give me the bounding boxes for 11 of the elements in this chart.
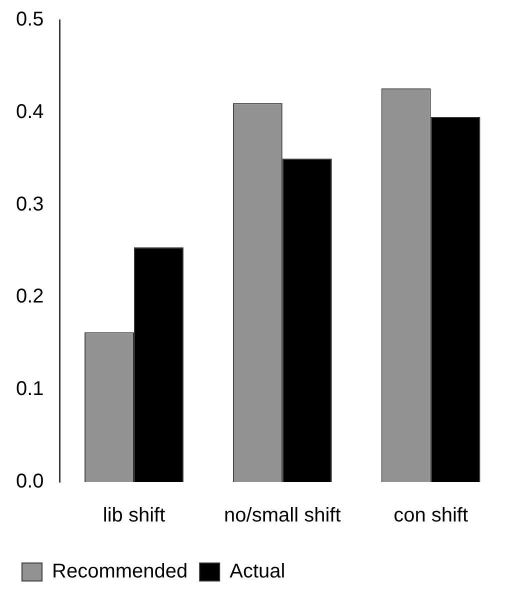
legend-label: Actual — [230, 560, 286, 583]
x-tick-label: no/small shift — [224, 504, 342, 527]
x-tick-label: con shift — [394, 504, 468, 527]
y-tick-label: 0.1 — [16, 378, 44, 400]
legend-label: Recommended — [52, 560, 188, 583]
y-tick-label: 0.3 — [16, 193, 44, 216]
y-tick-label: 0.0 — [16, 470, 44, 493]
y-tick-label: 0.5 — [16, 8, 44, 31]
y-tick-label: 0.2 — [16, 286, 44, 308]
y-tick-label: 0.4 — [16, 100, 44, 123]
x-tick-label: lib shift — [102, 504, 166, 527]
